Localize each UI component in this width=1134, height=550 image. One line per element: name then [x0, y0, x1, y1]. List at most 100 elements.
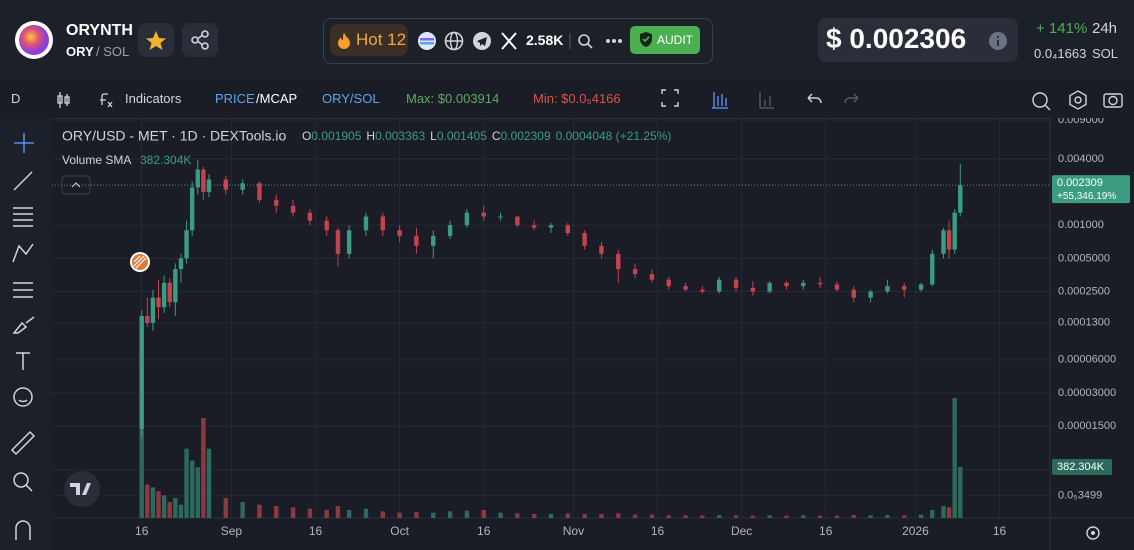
volume-bar [223, 498, 229, 518]
info-icon [989, 32, 1007, 50]
candle-body [851, 289, 856, 298]
chart-toolbar: D Indicators PRICE /MCAP ORY/SOL Max: $0… [0, 80, 1134, 119]
event-marker [130, 252, 150, 272]
min-price: Min: $0.0₅4166 [533, 91, 621, 106]
last-price-badge [1052, 175, 1130, 204]
candle-body [184, 230, 189, 259]
volume-bar [156, 491, 161, 518]
candle-body [683, 286, 688, 290]
volume-bar [447, 511, 453, 518]
volume-bar [666, 515, 671, 518]
volume-name: Volume SMA [62, 153, 131, 167]
mcap-toggle[interactable]: /MCAP [256, 91, 298, 106]
candle-body [201, 169, 206, 193]
volume-bar [139, 430, 144, 518]
candle-body [447, 225, 453, 236]
candle-body [139, 315, 144, 430]
candle-body [223, 179, 229, 190]
candle-body [307, 212, 313, 221]
candle-body [150, 297, 156, 323]
volume-bar [548, 514, 554, 518]
ohlc-key: O [302, 129, 311, 143]
y-tick-label: 0.0002500 [1058, 285, 1110, 297]
share-icon [191, 30, 209, 50]
drawing-toolbar [0, 118, 52, 550]
volume-bar [801, 515, 806, 518]
x-tick-label: Oct [390, 524, 409, 538]
volume-bar [952, 398, 957, 518]
y-tick-label: 0.0001300 [1058, 317, 1110, 329]
candle-body [616, 253, 621, 270]
fire-icon [338, 32, 350, 49]
volume-bar [274, 506, 279, 518]
volume-bar [206, 448, 212, 518]
indicators-button[interactable]: Indicators [125, 91, 182, 106]
volume-bar [201, 418, 206, 518]
ohlc-value: 0.002309 [501, 129, 551, 143]
x-tick-label: Sep [221, 524, 243, 538]
pair-toggle[interactable]: ORY/SOL [322, 91, 380, 106]
volume-bar [616, 513, 621, 518]
settings-icon[interactable] [1086, 526, 1100, 540]
volume-bar [363, 508, 369, 518]
social-icons [418, 31, 517, 51]
y-tick-label: 0.00003000 [1058, 387, 1116, 399]
volume-bar [173, 498, 178, 518]
x-tick-label: 2026 [902, 524, 929, 538]
candle-body [834, 284, 840, 290]
volume-bar [414, 512, 419, 518]
volume-bar [565, 513, 571, 518]
volume-bar [161, 495, 167, 518]
volume-badge [1052, 459, 1112, 476]
candle-body [380, 216, 385, 231]
max-price: Max: $0.003914 [406, 91, 500, 106]
header: ORYNTH ORY / SOL Hot 12 2.58K AUDIT $ 0.… [0, 0, 1134, 80]
candle-body [599, 245, 604, 254]
token-pair: / SOL [96, 44, 130, 59]
y-tick-label: 0.0005000 [1058, 252, 1110, 264]
candle-body [632, 269, 638, 275]
shield-icon [640, 32, 652, 47]
candle-body [930, 253, 935, 285]
candle-body [565, 225, 571, 233]
last-change-label: +55,346.19% [1057, 191, 1116, 202]
volume-bar [700, 515, 705, 518]
candle-body [918, 284, 924, 290]
ohlc-key: L [430, 129, 437, 143]
candle-body [941, 230, 946, 254]
candle-body [784, 282, 789, 287]
volume-bar [195, 467, 200, 518]
candle-body [464, 212, 470, 226]
volume-bar [941, 506, 946, 518]
candle-body [767, 282, 772, 292]
interval-button[interactable]: D [11, 91, 21, 106]
ohlc-legend: O0.001905 H0.003363 L0.001405 C0.002309 0.00… [302, 129, 671, 143]
ohlc-value: 0.001405 [437, 129, 487, 143]
volume-bar [733, 515, 739, 518]
volume-bar [257, 504, 262, 518]
candle-body [178, 258, 184, 270]
candle-body [481, 212, 486, 217]
price-change: + 141% [1036, 20, 1088, 37]
share-button[interactable] [182, 23, 218, 57]
volume-bar [515, 513, 520, 518]
volume-bar [918, 514, 924, 518]
toolbar-icons [57, 92, 113, 108]
volume-bar [683, 515, 688, 518]
favorite-button[interactable] [138, 23, 174, 57]
audit-button[interactable]: AUDIT [630, 26, 700, 54]
volume-bar [145, 484, 150, 518]
chart-title: ORY/USD - MET · 1D · DEXTools.io [62, 128, 287, 144]
volume-bar [902, 515, 907, 518]
candle-body [902, 286, 907, 290]
ohlc-change: 0.0004048 (+21.25%) [556, 129, 672, 143]
collapse-button[interactable] [61, 175, 91, 195]
candle-body [414, 235, 419, 246]
x-tick-label: 16 [819, 524, 833, 538]
volume-bar [784, 515, 789, 518]
y-tick-label: 0.0₅3499 [1058, 490, 1102, 502]
candle-body [397, 230, 402, 236]
chart-area: 16 Sep 16 Oct 16 Nov 16 Dec 16 2026 16 0.009000 0.00… [0, 118, 1134, 550]
price-toggle[interactable]: PRICE [215, 91, 255, 106]
volume-bar [150, 487, 156, 518]
